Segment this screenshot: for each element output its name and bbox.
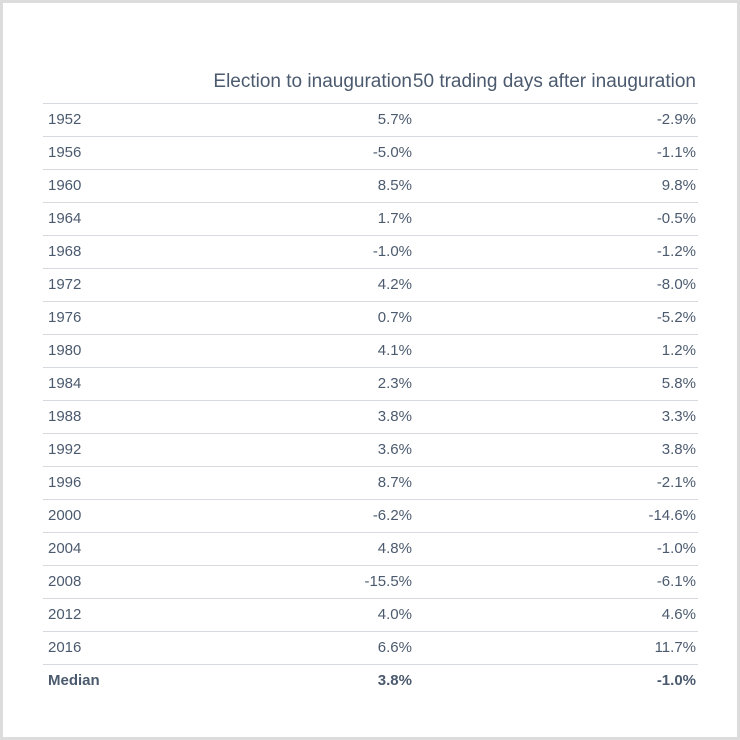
year-cell: 1980 [48, 342, 82, 359]
table-row: 2004 4.8% -1.0% [43, 533, 698, 566]
after-inauguration-cell: -2.9% [656, 111, 696, 128]
header-year [43, 93, 193, 103]
year-cell: 1968 [48, 243, 82, 260]
year-cell: 2000 [48, 507, 82, 524]
year-cell: 2008 [48, 573, 82, 590]
year-cell: 1988 [48, 408, 82, 425]
after-inauguration-cell: 4.6% [661, 606, 696, 623]
after-inauguration-cell: -1.1% [656, 144, 696, 161]
table-body: 1952 5.7% -2.9% 1956 -5.0% -1.1% 1960 8.5% 9.8% 1… [43, 104, 698, 697]
election-to-inauguration-cell: 8.7% [377, 474, 412, 491]
year-cell: 1996 [48, 474, 82, 491]
table-row: 2016 6.6% 11.7% [43, 632, 698, 665]
year-cell: 2004 [48, 540, 82, 557]
table-row: 1956 -5.0% -1.1% [43, 137, 698, 170]
table-row: 2008 -15.5% -6.1% [43, 566, 698, 599]
year-cell: 1956 [48, 144, 82, 161]
election-to-inauguration-cell: 2.3% [377, 375, 412, 392]
election-to-inauguration-cell: -1.0% [372, 243, 412, 260]
after-inauguration-cell: -1.0% [656, 672, 696, 689]
table-row: 1984 2.3% 5.8% [43, 368, 698, 401]
after-inauguration-cell: 9.8% [661, 177, 696, 194]
table-row: 1952 5.7% -2.9% [43, 104, 698, 137]
table-row: 1996 8.7% -2.1% [43, 467, 698, 500]
after-inauguration-cell: 1.2% [661, 342, 696, 359]
year-cell: 1960 [48, 177, 82, 194]
election-to-inauguration-cell: -15.5% [364, 573, 412, 590]
header-50-trading-days: 50 trading days after inauguration [412, 71, 696, 92]
after-inauguration-cell: -8.0% [656, 276, 696, 293]
after-inauguration-cell: -1.2% [656, 243, 696, 260]
year-cell: 1984 [48, 375, 82, 392]
year-cell: 1972 [48, 276, 82, 293]
after-inauguration-cell: -0.5% [656, 210, 696, 227]
table-row: 1964 1.7% -0.5% [43, 203, 698, 236]
median-row: Median 3.8% -1.0% [43, 665, 698, 697]
table-row: 1972 4.2% -8.0% [43, 269, 698, 302]
table-card: Election to inauguration 50 trading days… [3, 3, 737, 737]
year-cell: 2012 [48, 606, 82, 623]
after-inauguration-cell: -5.2% [656, 309, 696, 326]
election-to-inauguration-cell: 4.2% [377, 276, 412, 293]
year-cell: Median [48, 672, 100, 689]
after-inauguration-cell: -14.6% [648, 507, 696, 524]
table-row: 1960 8.5% 9.8% [43, 170, 698, 203]
election-to-inauguration-cell: 3.6% [377, 441, 412, 458]
election-to-inauguration-cell: 4.0% [377, 606, 412, 623]
after-inauguration-cell: -6.1% [656, 573, 696, 590]
returns-table: Election to inauguration 50 trading days… [43, 41, 698, 697]
table-row: 2000 -6.2% -14.6% [43, 500, 698, 533]
year-cell: 1992 [48, 441, 82, 458]
after-inauguration-cell: 3.8% [661, 441, 696, 458]
table-row: 1980 4.1% 1.2% [43, 335, 698, 368]
after-inauguration-cell: 5.8% [661, 375, 696, 392]
header-election-to-inauguration: Election to inauguration [213, 71, 412, 92]
election-to-inauguration-cell: 1.7% [377, 210, 412, 227]
election-to-inauguration-cell: 8.5% [377, 177, 412, 194]
election-to-inauguration-cell: -6.2% [372, 507, 412, 524]
election-to-inauguration-cell: 3.8% [377, 408, 412, 425]
election-to-inauguration-cell: 0.7% [377, 309, 412, 326]
after-inauguration-cell: -2.1% [656, 474, 696, 491]
election-to-inauguration-cell: 4.8% [377, 540, 412, 557]
election-to-inauguration-cell: 5.7% [377, 111, 412, 128]
table-row: 1976 0.7% -5.2% [43, 302, 698, 335]
year-cell: 2016 [48, 639, 82, 656]
table-row: 2012 4.0% 4.6% [43, 599, 698, 632]
table-row: 1968 -1.0% -1.2% [43, 236, 698, 269]
election-to-inauguration-cell: 4.1% [377, 342, 412, 359]
table-row: 1988 3.8% 3.3% [43, 401, 698, 434]
table-row: 1992 3.6% 3.8% [43, 434, 698, 467]
after-inauguration-cell: 3.3% [661, 408, 696, 425]
after-inauguration-cell: -1.0% [656, 540, 696, 557]
year-cell: 1964 [48, 210, 82, 227]
year-cell: 1952 [48, 111, 82, 128]
table-header-row: Election to inauguration 50 trading days… [43, 41, 698, 104]
election-to-inauguration-cell: -5.0% [372, 144, 412, 161]
election-to-inauguration-cell: 6.6% [377, 639, 412, 656]
election-to-inauguration-cell: 3.8% [377, 672, 412, 689]
after-inauguration-cell: 11.7% [654, 639, 696, 656]
year-cell: 1976 [48, 309, 82, 326]
